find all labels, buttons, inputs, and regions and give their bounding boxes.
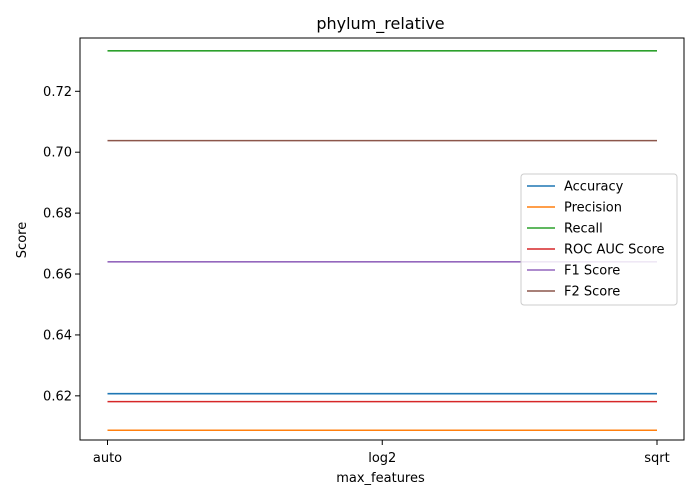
legend-label: Recall xyxy=(564,222,603,237)
x-axis-label: max_features xyxy=(336,471,425,486)
y-axis: 0.62 0.64 0.66 0.68 0.70 0.72 xyxy=(43,85,80,404)
y-tick-label: 0.68 xyxy=(43,207,72,222)
y-tick-label: 0.72 xyxy=(43,85,72,100)
x-tick-label: auto xyxy=(93,451,122,466)
legend-label: ROC AUC Score xyxy=(564,243,665,258)
legend-label: F2 Score xyxy=(564,285,620,300)
legend-box xyxy=(520,173,678,306)
legend: Accuracy Precision Recall ROC AUC Score F1 S… xyxy=(520,173,678,306)
legend-label: Accuracy xyxy=(564,180,624,195)
y-axis-label: Score xyxy=(15,222,30,258)
y-tick-label: 0.62 xyxy=(43,389,72,404)
legend-label: F1 Score xyxy=(564,264,620,279)
legend-label: Precision xyxy=(564,201,622,216)
series-lines xyxy=(107,49,657,432)
y-tick-label: 0.64 xyxy=(43,328,72,343)
x-tick-label: sqrt xyxy=(644,451,669,466)
x-axis: auto log2 sqrt xyxy=(93,440,670,466)
y-tick-label: 0.66 xyxy=(43,268,72,283)
y-tick-label: 0.70 xyxy=(43,146,72,161)
x-tick-label: log2 xyxy=(368,451,396,466)
chart-title: phylum_relative xyxy=(316,14,444,34)
